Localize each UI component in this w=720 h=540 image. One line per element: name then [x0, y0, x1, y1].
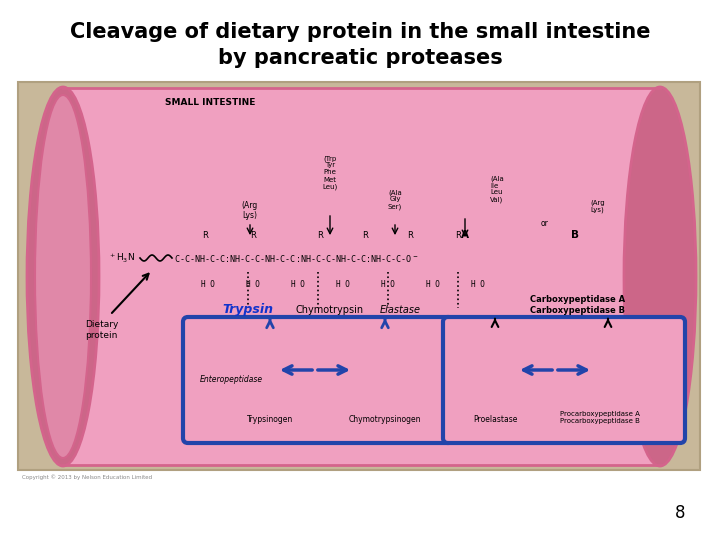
- Text: R: R: [455, 231, 461, 240]
- Bar: [63, 88, 660, 465]
- Text: Elastase: Elastase: [379, 305, 420, 315]
- Text: $^+$H$_3$N: $^+$H$_3$N: [108, 252, 135, 265]
- FancyBboxPatch shape: [443, 317, 685, 443]
- Text: Chymotrypsinogen: Chymotrypsinogen: [348, 415, 421, 424]
- Text: R: R: [317, 231, 323, 240]
- Text: Procarboxypeptidase A
Procarboxypeptidase B: Procarboxypeptidase A Procarboxypeptidas…: [560, 411, 640, 424]
- Text: Enteropeptidase: Enteropeptidase: [200, 375, 263, 384]
- Text: H O: H O: [291, 280, 305, 289]
- Text: B: B: [571, 230, 579, 240]
- Text: H O: H O: [381, 280, 395, 289]
- Text: H O: H O: [336, 280, 350, 289]
- Text: by pancreatic proteases: by pancreatic proteases: [217, 48, 503, 68]
- Text: Trypsin: Trypsin: [222, 303, 274, 316]
- Text: Copyright © 2013 by Nelson Education Limited: Copyright © 2013 by Nelson Education Lim…: [22, 474, 152, 480]
- Text: or: or: [541, 219, 549, 228]
- Text: C-C-NH-C-C:NH-C-C-NH-C-C:NH-C-C-NH-C-C:NH-C-C-O$^-$: C-C-NH-C-C:NH-C-C-NH-C-C:NH-C-C-NH-C-C:N…: [174, 253, 418, 264]
- Text: R: R: [407, 231, 413, 240]
- Text: H O: H O: [426, 280, 440, 289]
- Text: Cleavage of dietary protein in the small intestine: Cleavage of dietary protein in the small…: [70, 22, 650, 42]
- Text: A: A: [461, 230, 469, 240]
- Text: (Ala
Gly
Ser): (Ala Gly Ser): [388, 189, 402, 210]
- Ellipse shape: [35, 95, 91, 458]
- Text: (Ala
Ile
Leu
Val): (Ala Ile Leu Val): [490, 175, 504, 203]
- Text: (Arg
Lys): (Arg Lys): [590, 199, 605, 213]
- Text: R: R: [362, 231, 368, 240]
- Text: H O: H O: [471, 280, 485, 289]
- Text: Chymotrypsin: Chymotrypsin: [296, 305, 364, 315]
- Text: Trypsinogen: Trypsinogen: [247, 415, 293, 424]
- Text: SMALL INTESTINE: SMALL INTESTINE: [165, 98, 256, 107]
- Text: R: R: [202, 231, 208, 240]
- Text: 8: 8: [675, 504, 685, 522]
- Text: Dietary
protein: Dietary protein: [85, 320, 118, 340]
- Text: Carboxypeptidase A
Carboxypeptidase B: Carboxypeptidase A Carboxypeptidase B: [530, 295, 625, 315]
- Ellipse shape: [27, 87, 99, 466]
- Text: H O: H O: [201, 280, 215, 289]
- Text: Proelastase: Proelastase: [473, 415, 517, 424]
- Bar: [18, 82, 700, 470]
- Ellipse shape: [624, 87, 696, 466]
- FancyBboxPatch shape: [183, 317, 453, 443]
- Text: (Trp
Tyr
Phe
Met
Leu): (Trp Tyr Phe Met Leu): [323, 155, 338, 190]
- Text: (Arg
Lys): (Arg Lys): [242, 200, 258, 220]
- Text: R: R: [250, 231, 256, 240]
- Text: H O: H O: [246, 280, 260, 289]
